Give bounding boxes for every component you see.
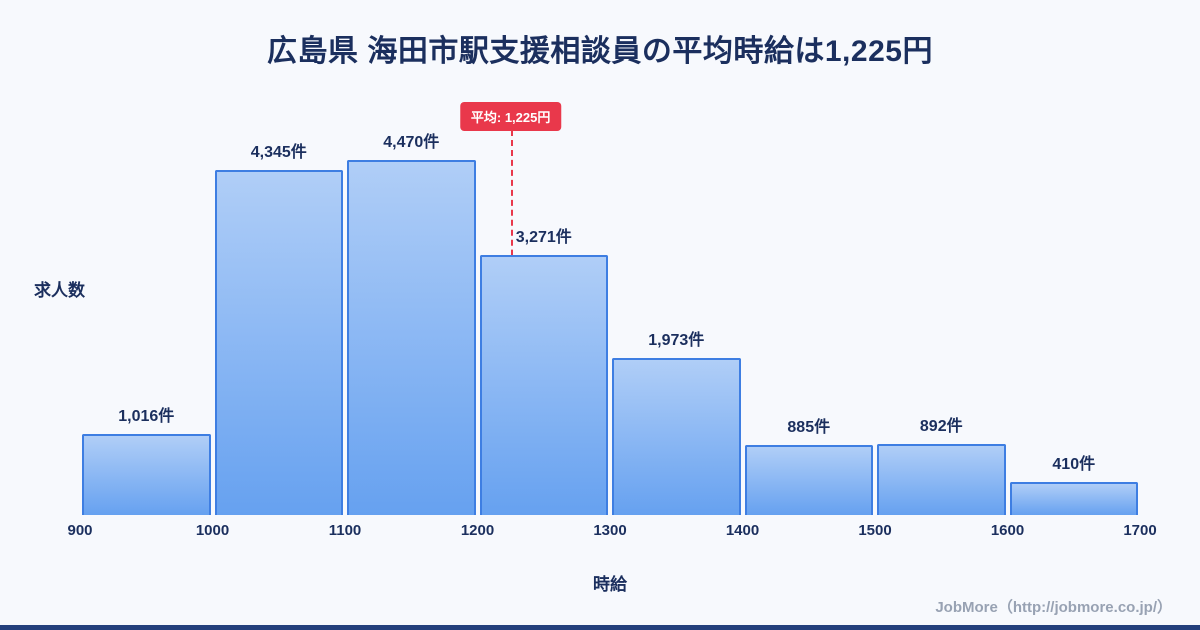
histogram-bar: [877, 444, 1006, 515]
bar-value-label: 3,271件: [515, 229, 572, 246]
histogram-bar: [347, 160, 476, 515]
x-tick-label: 1700: [1123, 522, 1157, 539]
x-tick-label: 1000: [195, 522, 230, 539]
histogram-bar: [612, 358, 741, 515]
x-tick-label: 1400: [725, 522, 760, 539]
histogram-bar: [479, 255, 608, 515]
bar-value-label: 892件: [919, 418, 963, 435]
footer-credit: JobMore（http://jobmore.co.jp/）: [935, 599, 1172, 616]
histogram-bar: [744, 445, 873, 515]
x-axis-label: 時給: [593, 575, 627, 594]
bar-value-label: 410件: [1052, 456, 1096, 473]
x-axis-ticks: 900 1000 1100 1200 1300 1400 1500 1600 1700: [67, 522, 1156, 544]
x-tick-label: 1600: [990, 522, 1025, 539]
bar-value-label: 1,016件: [118, 408, 175, 425]
histogram-bar: [1009, 482, 1138, 515]
y-axis-label: 求人数: [34, 281, 85, 300]
histogram-bar: [214, 170, 343, 515]
bar-value-label: 1,973件: [648, 332, 705, 349]
bar-value-label: 885件: [787, 419, 831, 436]
average-badge: 平均: 1,225円: [459, 102, 562, 131]
bar-value-label: 4,345件: [250, 144, 307, 161]
x-tick-label: 900: [67, 522, 93, 539]
page-title: 広島県 海田市駅支援相談員の平均時給は1,225円: [267, 35, 933, 68]
bottom-accent-bar: [0, 625, 1200, 630]
histogram-bar: [82, 434, 211, 515]
x-tick-label: 1300: [593, 522, 627, 539]
plot-area: 平均: 1,225円 1,016件 4,345件 4,470件 3,271件 1,973…: [80, 102, 1140, 515]
bar-value-label: 4,470件: [383, 134, 440, 151]
x-tick-label: 1200: [460, 522, 495, 539]
x-tick-label: 1500: [858, 522, 892, 539]
x-tick-label: 1100: [328, 522, 362, 539]
